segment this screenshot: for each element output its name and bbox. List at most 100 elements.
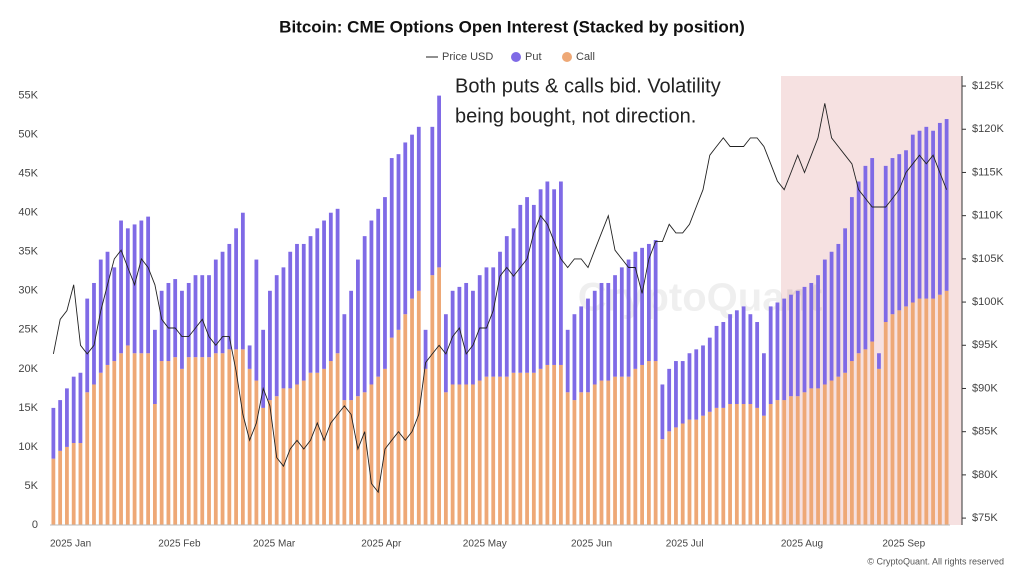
bar-segment bbox=[701, 415, 705, 525]
legend-swatch bbox=[562, 52, 572, 62]
bar-segment bbox=[653, 361, 658, 525]
bar-segment bbox=[944, 290, 949, 525]
bar-segment bbox=[85, 298, 90, 393]
bar-segment bbox=[789, 294, 793, 397]
bar-segment bbox=[288, 251, 293, 389]
legend-label: Price USD bbox=[442, 51, 493, 63]
y-tick-label: 35K bbox=[18, 246, 38, 258]
bar-segment bbox=[592, 290, 597, 385]
bar-segment bbox=[261, 407, 266, 525]
bar-segment bbox=[200, 275, 205, 358]
bar-segment bbox=[897, 310, 902, 525]
bar-segment bbox=[396, 329, 401, 525]
bar-segment bbox=[132, 224, 137, 354]
bar-segment bbox=[863, 349, 868, 525]
y2-tick-label: $110K bbox=[972, 210, 1004, 222]
y-tick-label: 5K bbox=[25, 480, 39, 492]
bar-segment bbox=[295, 384, 299, 525]
bar-segment bbox=[152, 329, 157, 404]
bar-segment bbox=[511, 228, 516, 373]
bar-segment bbox=[897, 154, 902, 311]
bar-segment bbox=[51, 407, 56, 459]
bar-segment bbox=[768, 306, 773, 404]
bar-segment bbox=[423, 329, 428, 369]
x-tick-label: 2025 Jul bbox=[666, 539, 704, 550]
bar-segment bbox=[741, 403, 746, 525]
bar-segment bbox=[132, 353, 137, 525]
bar-segment bbox=[410, 134, 414, 299]
bar-segment bbox=[613, 376, 617, 525]
bar-segment bbox=[674, 361, 678, 428]
bar-segment bbox=[809, 282, 814, 389]
bar-segment bbox=[525, 372, 529, 525]
bar-segment bbox=[565, 329, 570, 393]
bar-segment bbox=[937, 294, 942, 525]
bar-segment bbox=[694, 349, 699, 420]
bar-segment bbox=[836, 376, 841, 525]
bar-segment bbox=[457, 384, 462, 525]
bar-segment bbox=[890, 314, 895, 525]
bar-segment bbox=[389, 158, 394, 338]
bar-segment bbox=[816, 388, 820, 525]
bar-segment bbox=[924, 126, 929, 299]
bar-segment bbox=[653, 240, 658, 362]
bar-segment bbox=[58, 400, 63, 451]
y-tick-label: 55K bbox=[18, 90, 38, 102]
bar-segment bbox=[288, 388, 293, 525]
bar-segment bbox=[125, 228, 130, 346]
bar-segment bbox=[152, 403, 157, 525]
y2-tick-label: $95K bbox=[972, 339, 998, 351]
bar-segment bbox=[437, 267, 441, 525]
bar-segment bbox=[193, 275, 198, 358]
bar-segment bbox=[931, 130, 935, 299]
bar-segment bbox=[240, 349, 245, 525]
bar-segment bbox=[166, 361, 171, 525]
bar-segment bbox=[917, 298, 922, 525]
bar-segment bbox=[910, 134, 915, 303]
y-tick-label: 30K bbox=[18, 285, 38, 297]
bar-segment bbox=[721, 407, 726, 525]
bar-segment bbox=[890, 158, 895, 315]
bar-segment bbox=[437, 95, 441, 268]
bar-segment bbox=[349, 400, 354, 525]
bar-segment bbox=[572, 400, 577, 525]
bar-segment bbox=[308, 236, 313, 373]
bar-segment bbox=[538, 368, 543, 525]
bar-segment bbox=[200, 357, 205, 525]
bar-segment bbox=[680, 423, 685, 525]
bar-segment bbox=[579, 306, 584, 393]
bar-segment bbox=[619, 267, 624, 377]
bar-segment bbox=[281, 267, 286, 389]
bar-segment bbox=[180, 290, 184, 369]
x-tick-label: 2025 Aug bbox=[781, 539, 823, 550]
bar-segment bbox=[626, 376, 631, 525]
bar-segment bbox=[762, 415, 766, 525]
footer: © CryptoQuant. All rights reserved bbox=[867, 556, 1004, 566]
bar-segment bbox=[247, 368, 252, 525]
bar-segment bbox=[254, 259, 259, 381]
bar-segment bbox=[98, 372, 103, 525]
bar-segment bbox=[301, 243, 306, 381]
legend-label: Call bbox=[576, 51, 595, 63]
y2-tick-label: $120K bbox=[972, 123, 1004, 135]
bar-segment bbox=[728, 403, 732, 525]
bar-segment bbox=[112, 267, 117, 362]
bar-segment bbox=[78, 443, 83, 525]
bar-segment bbox=[369, 384, 374, 525]
bar-segment bbox=[701, 345, 705, 416]
bar-segment bbox=[71, 443, 76, 525]
bar-segment bbox=[768, 403, 773, 525]
bar-segment bbox=[322, 368, 326, 525]
bar-segment bbox=[254, 380, 259, 525]
bar-segment bbox=[166, 282, 171, 362]
bar-segment bbox=[173, 357, 178, 525]
bar-segment bbox=[92, 384, 96, 525]
bar-segment bbox=[775, 400, 780, 525]
bar-segment bbox=[322, 220, 326, 369]
bar-segment bbox=[734, 310, 739, 404]
bar-segment bbox=[274, 275, 279, 397]
legend-swatch bbox=[511, 52, 521, 62]
bar-segment bbox=[234, 228, 238, 350]
bar-segment bbox=[362, 392, 367, 525]
bar-segment bbox=[809, 388, 814, 525]
